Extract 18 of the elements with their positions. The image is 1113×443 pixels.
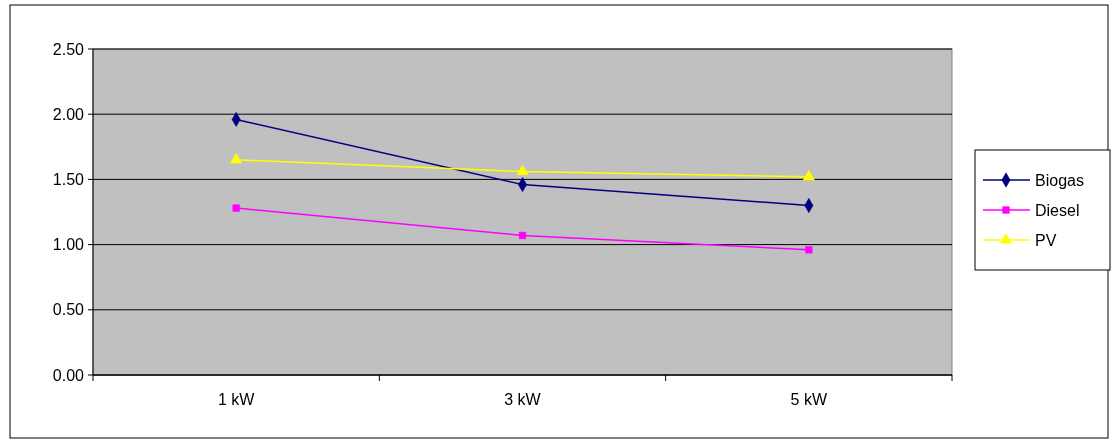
point <box>805 246 813 254</box>
legend-label: PV <box>1035 231 1057 249</box>
y-tick-label: 2.00 <box>52 105 85 123</box>
y-tick-label: 2.50 <box>52 40 85 58</box>
y-tick-label: 1.00 <box>52 236 85 254</box>
x-tick-label: 3 kW <box>504 391 542 408</box>
point <box>230 153 243 164</box>
y-tick-label: 1.50 <box>52 171 85 188</box>
legend-label: Biogas <box>1035 171 1084 189</box>
point <box>516 164 529 176</box>
point <box>518 231 527 240</box>
y-tick-label: 0.50 <box>52 301 85 319</box>
x-tick-label: 1 kW <box>217 391 256 408</box>
x-tick-label: 5 kW <box>790 391 828 408</box>
point <box>802 170 815 181</box>
y-tick-label: 0.00 <box>52 366 85 384</box>
legend-label: Diesel <box>1035 201 1080 219</box>
point <box>232 204 240 212</box>
